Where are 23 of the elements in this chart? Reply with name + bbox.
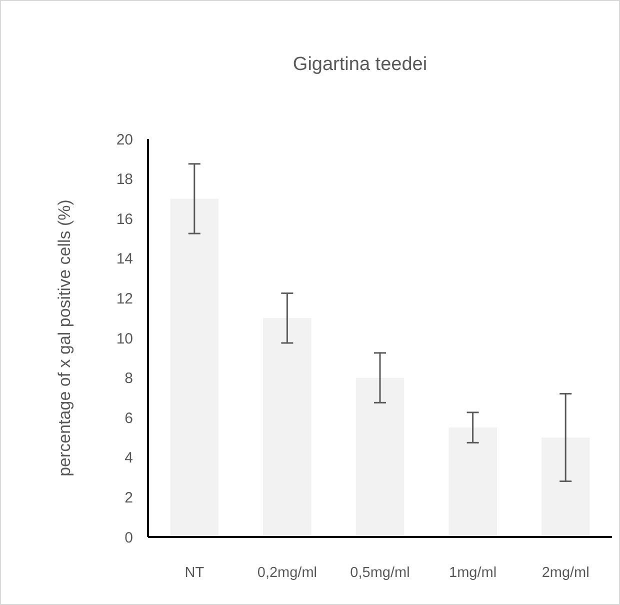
y-tick-label: 10	[116, 330, 133, 348]
bar	[541, 438, 590, 537]
x-tick-label: 0,2mg/ml	[257, 565, 318, 581]
y-tick-label: 6	[124, 410, 133, 427]
bar	[448, 428, 497, 537]
bar	[263, 318, 312, 537]
y-tick-label: 8	[124, 370, 133, 388]
y-tick-label: 2	[124, 489, 133, 506]
y-tick-label: 18	[116, 171, 133, 188]
y-tick-label: 20	[116, 131, 133, 148]
y-tick-label: 14	[116, 250, 133, 268]
x-tick-label: NT	[184, 565, 204, 581]
y-tick-label: 0	[124, 529, 133, 546]
chart-title: Gigartina teedei	[292, 54, 428, 75]
x-tick-label: 1mg/ml	[449, 565, 497, 581]
y-tick-label: 4	[124, 450, 133, 467]
bar	[356, 378, 404, 537]
y-axis-title: percentage of x gal positive cells (%)	[55, 200, 74, 476]
x-tick-label: 0,5mg/ml	[350, 565, 410, 581]
bar	[170, 198, 219, 537]
y-tick-label: 12	[116, 290, 133, 308]
y-tick-label: 16	[116, 210, 133, 228]
x-tick-label: 2mg/ml	[542, 565, 590, 581]
